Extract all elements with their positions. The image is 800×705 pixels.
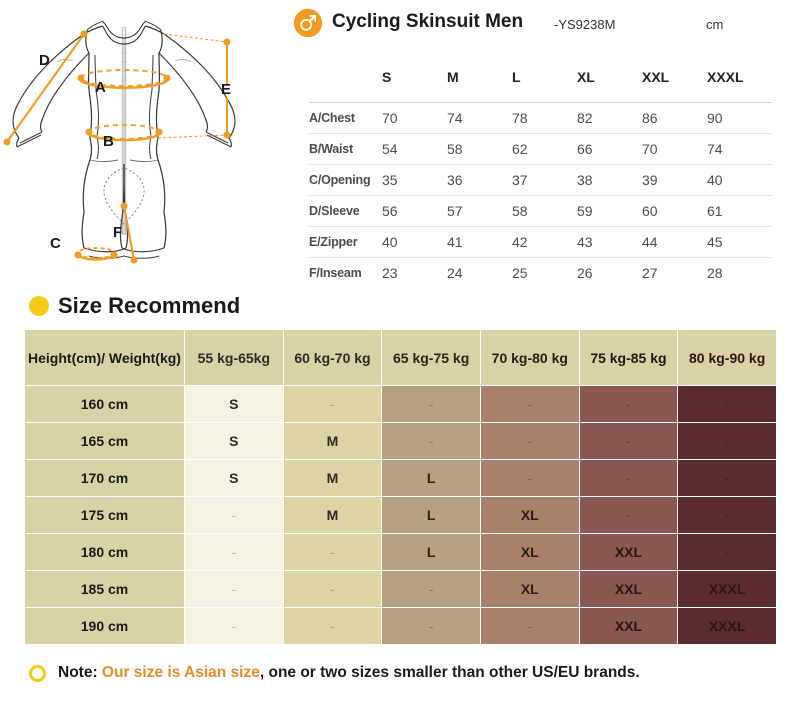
svg-text:A: A: [95, 79, 106, 96]
svg-text:C: C: [50, 235, 61, 252]
svg-text:E: E: [221, 81, 231, 98]
svg-text:B: B: [103, 133, 114, 150]
svg-text:D: D: [39, 52, 50, 69]
svg-text:F: F: [113, 224, 122, 241]
